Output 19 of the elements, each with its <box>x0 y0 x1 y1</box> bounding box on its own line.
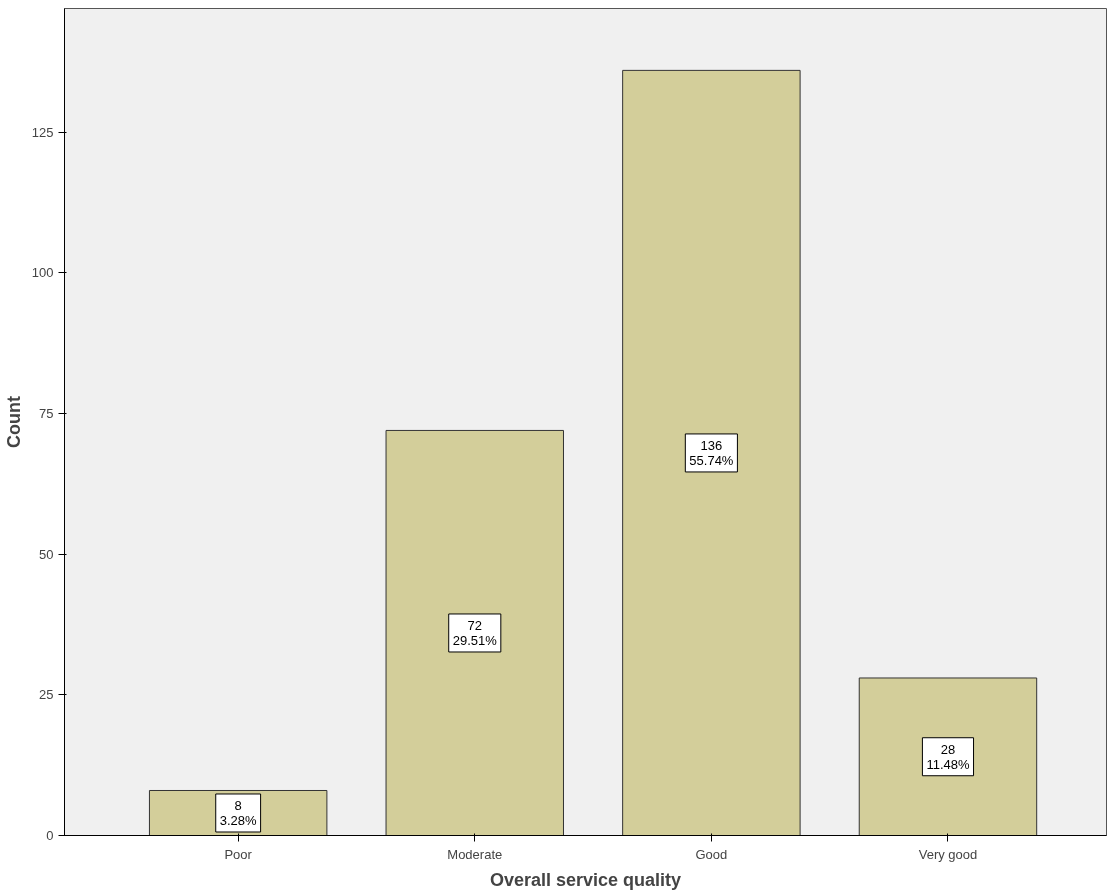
y-tick-label: 125 <box>31 124 54 140</box>
x-axis-title: Overall service quality <box>489 869 682 890</box>
data-label: 8 3.28% <box>219 798 258 828</box>
x-tick-label: Very good <box>918 846 978 862</box>
x-tick-label: Moderate <box>447 846 503 862</box>
data-label: 72 29.51% <box>452 617 498 648</box>
bar <box>622 69 801 836</box>
y-axis-title: Count <box>3 396 24 448</box>
y-tick-label: 75 <box>39 406 54 422</box>
data-label: 136 55.74% <box>689 437 734 468</box>
y-tick-label: 0 <box>46 828 54 843</box>
bar <box>385 429 564 836</box>
data-label: 28 11.48% <box>926 741 970 772</box>
x-tick-label: Poor <box>224 846 253 862</box>
y-tick-label: 100 <box>31 265 54 281</box>
bar <box>858 677 1038 836</box>
y-tick-label: 50 <box>39 546 54 562</box>
y-tick-label: 25 <box>39 687 54 703</box>
x-tick-label: Good <box>695 846 728 862</box>
